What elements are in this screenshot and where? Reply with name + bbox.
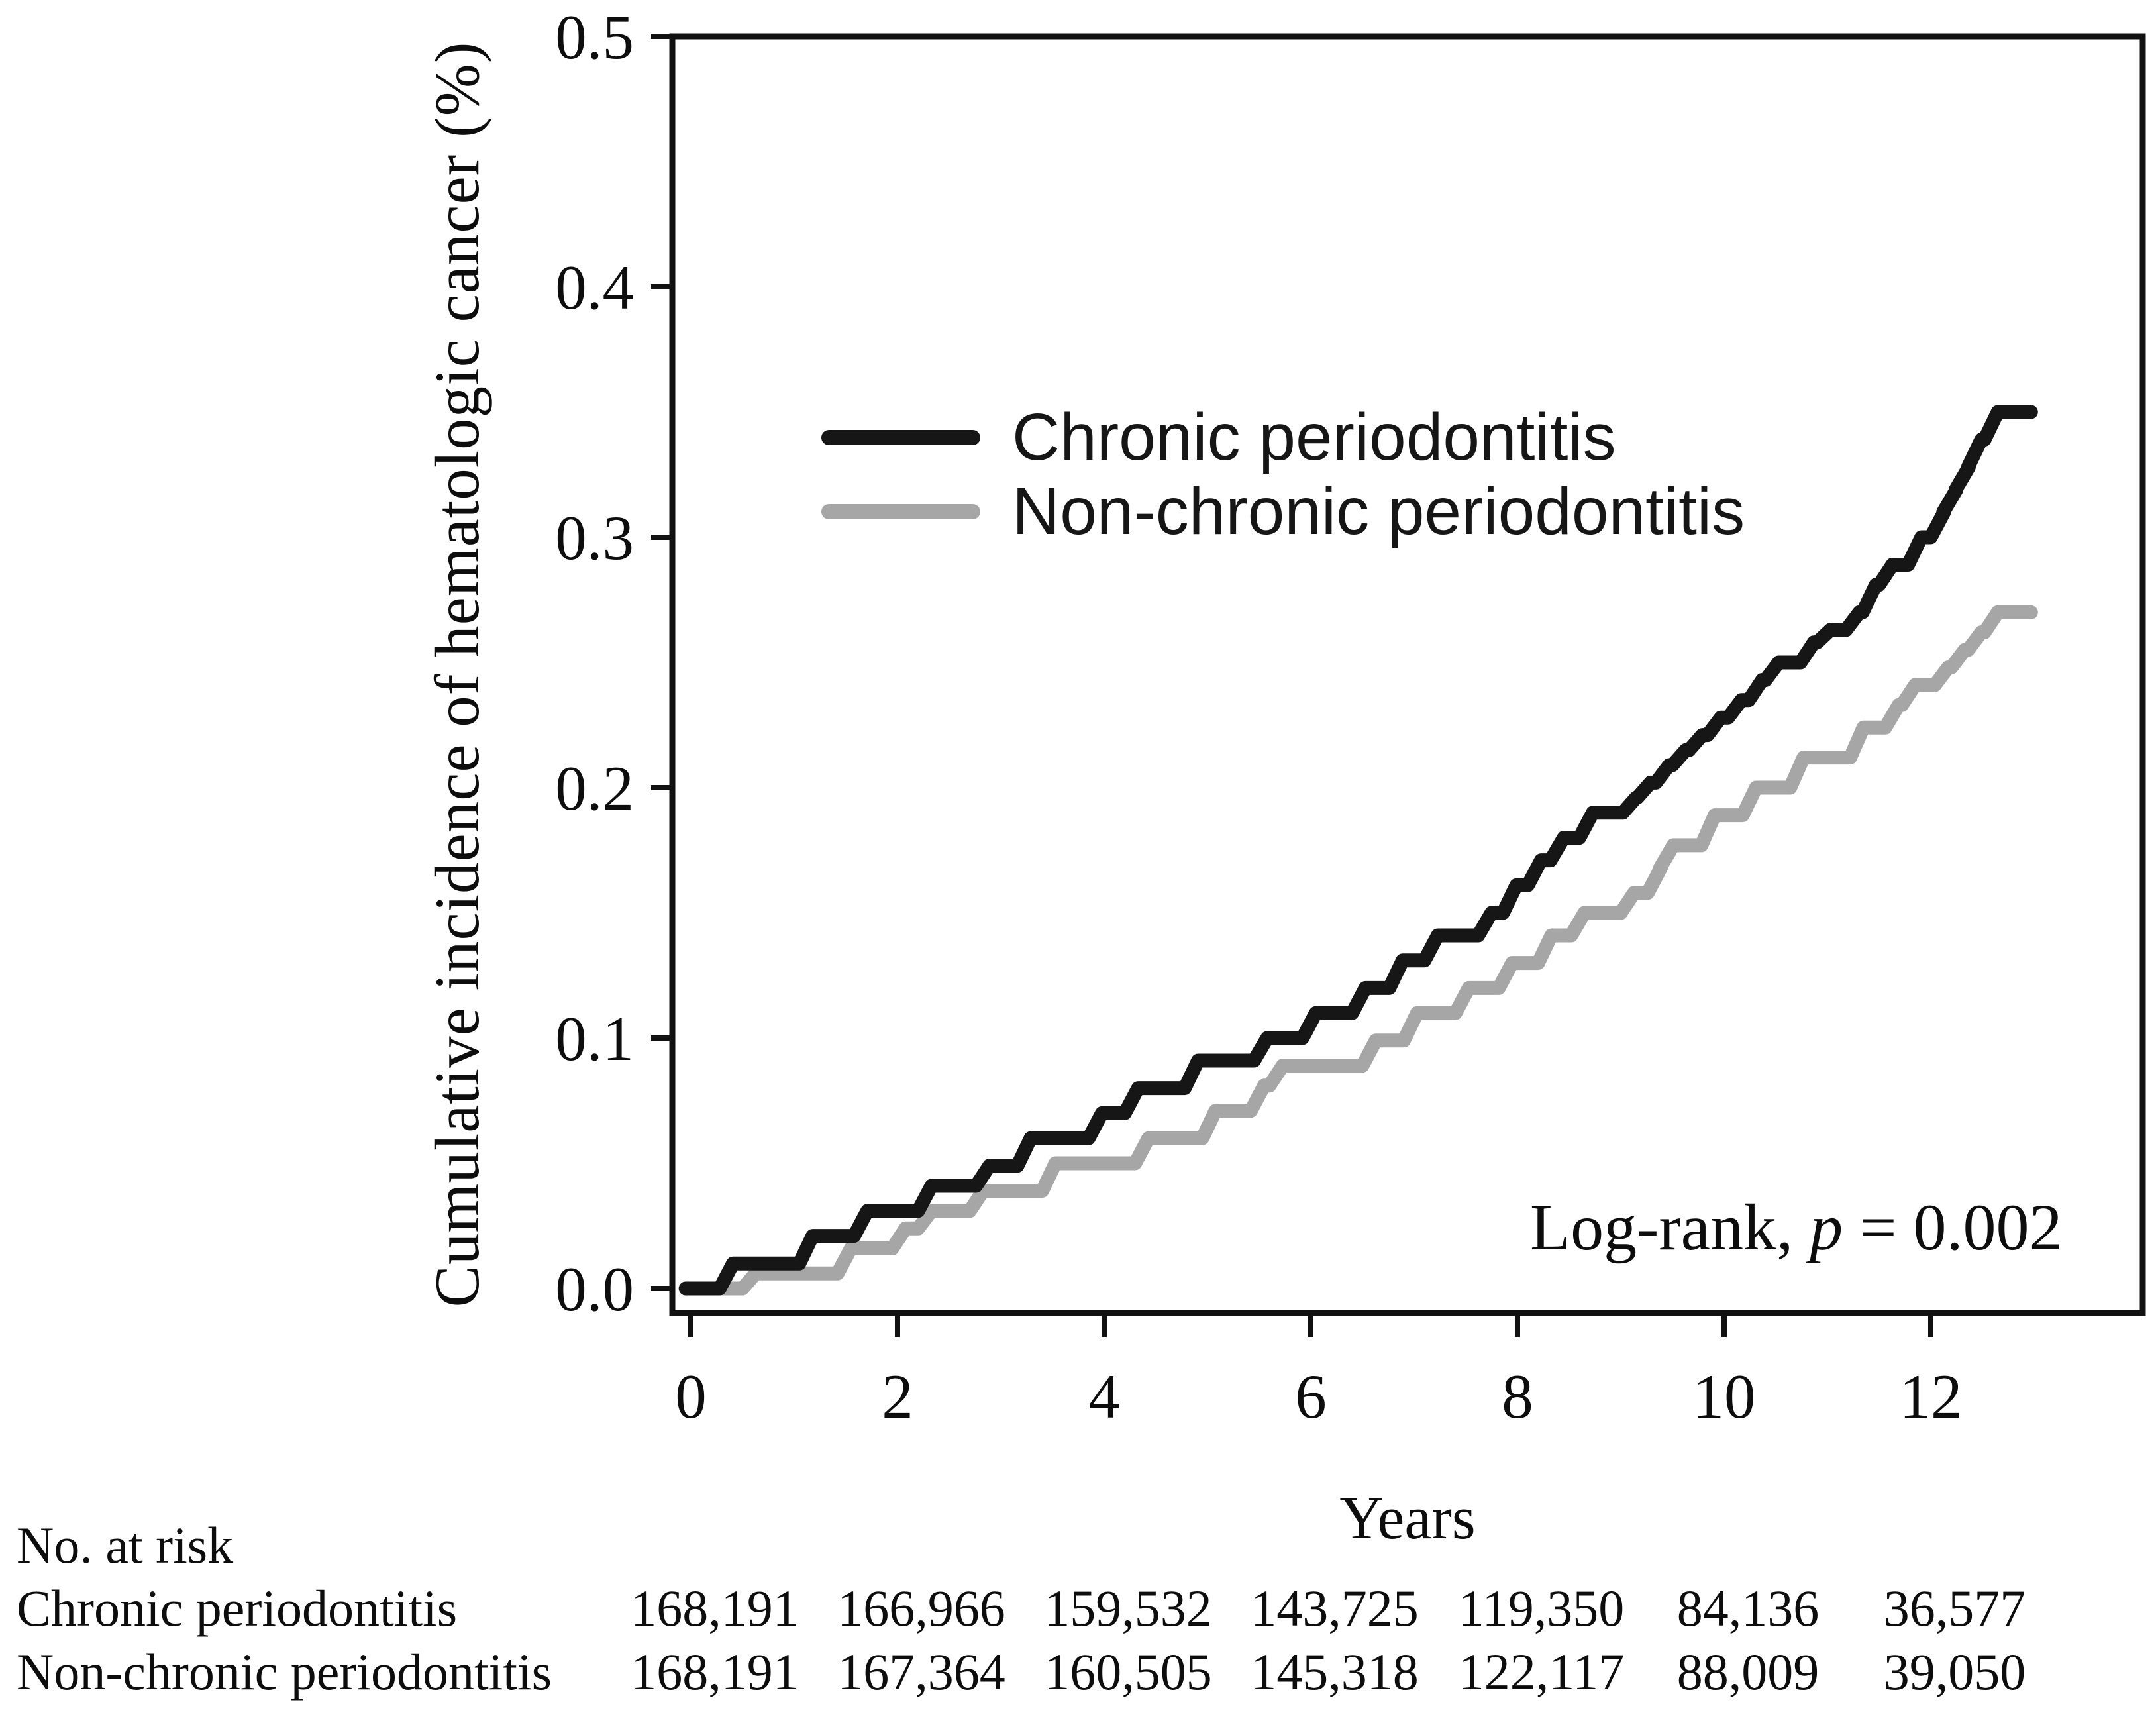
risk-value: 167,364 xyxy=(837,1643,1005,1701)
y-tick-label: 0.3 xyxy=(555,503,634,573)
risk-table-header: No. at risk xyxy=(17,1516,234,1574)
y-tick-label: 0.4 xyxy=(555,252,634,323)
risk-row-label: Non-chronic periodontitis xyxy=(17,1643,552,1701)
legend-item-chronic: Chronic periodontitis xyxy=(821,400,1616,474)
risk-value: 143,725 xyxy=(1251,1579,1419,1637)
x-axis-title: Years xyxy=(1339,1484,1476,1551)
x-tick-label: 12 xyxy=(1900,1361,1963,1432)
risk-value: 160,505 xyxy=(1044,1643,1212,1701)
risk-value: 119,350 xyxy=(1458,1579,1625,1637)
risk-row-nonchronic: Non-chronic periodontitis 168,191 167,364… xyxy=(0,1642,2156,1709)
nonchronic-line-swatch xyxy=(821,503,980,519)
risk-value: 122,117 xyxy=(1458,1643,1625,1701)
risk-value: 166,966 xyxy=(837,1579,1005,1637)
risk-row-label: Chronic periodontitis xyxy=(17,1579,458,1637)
x-tick-label: 10 xyxy=(1693,1361,1756,1432)
legend-label-nonchronic: Non-chronic periodontitis xyxy=(1012,474,1745,549)
risk-value: 39,050 xyxy=(1883,1643,2026,1701)
y-tick-label: 0.2 xyxy=(555,753,634,823)
logrank-prefix: Log-rank, xyxy=(1530,1190,1810,1264)
risk-row-chronic: Chronic periodontitis 168,191 166,966 159,… xyxy=(0,1579,2156,1645)
x-tick-label: 8 xyxy=(1502,1361,1533,1432)
logrank-suffix: = 0.002 xyxy=(1843,1190,2063,1264)
y-axis-tick-labels: 0.0 0.1 0.2 0.3 0.4 0.5 xyxy=(555,2,634,1324)
risk-value: 168,191 xyxy=(631,1579,799,1637)
x-tick-label: 2 xyxy=(882,1361,913,1432)
curve-chronic-periodontitis xyxy=(678,405,2038,1296)
risk-value: 145,318 xyxy=(1251,1643,1419,1701)
risk-value: 84,136 xyxy=(1676,1579,1820,1637)
risk-value: 159,532 xyxy=(1044,1579,1212,1637)
legend-item-nonchronic: Non-chronic periodontitis xyxy=(821,474,1745,549)
y-axis-ticks xyxy=(651,34,672,1291)
logrank-annotation: Log-rank, p = 0.002 xyxy=(1530,1189,2062,1265)
risk-value: 88,009 xyxy=(1676,1643,1820,1701)
legend-label-chronic: Chronic periodontitis xyxy=(1012,399,1616,474)
y-tick-label: 0.5 xyxy=(555,2,634,72)
x-tick-label: 0 xyxy=(675,1361,707,1432)
y-tick-label: 0.1 xyxy=(555,1004,634,1074)
survival-curves xyxy=(678,405,2038,1296)
curve-non-chronic-periodontitis xyxy=(678,605,2038,1296)
risk-value: 36,577 xyxy=(1883,1579,2026,1637)
x-axis-tick-labels: 0 2 4 6 8 10 12 xyxy=(675,1361,1962,1432)
y-axis-title: Cumulative incidence of hematologic canc… xyxy=(422,41,492,1308)
x-tick-label: 6 xyxy=(1295,1361,1327,1432)
x-tick-label: 4 xyxy=(1088,1361,1120,1432)
x-axis-ticks xyxy=(688,1313,1933,1337)
logrank-p: p xyxy=(1810,1190,1843,1264)
risk-value: 168,191 xyxy=(631,1643,799,1701)
chronic-line-swatch xyxy=(821,429,980,445)
plot-border xyxy=(669,33,2146,1316)
y-tick-label: 0.0 xyxy=(555,1254,634,1324)
